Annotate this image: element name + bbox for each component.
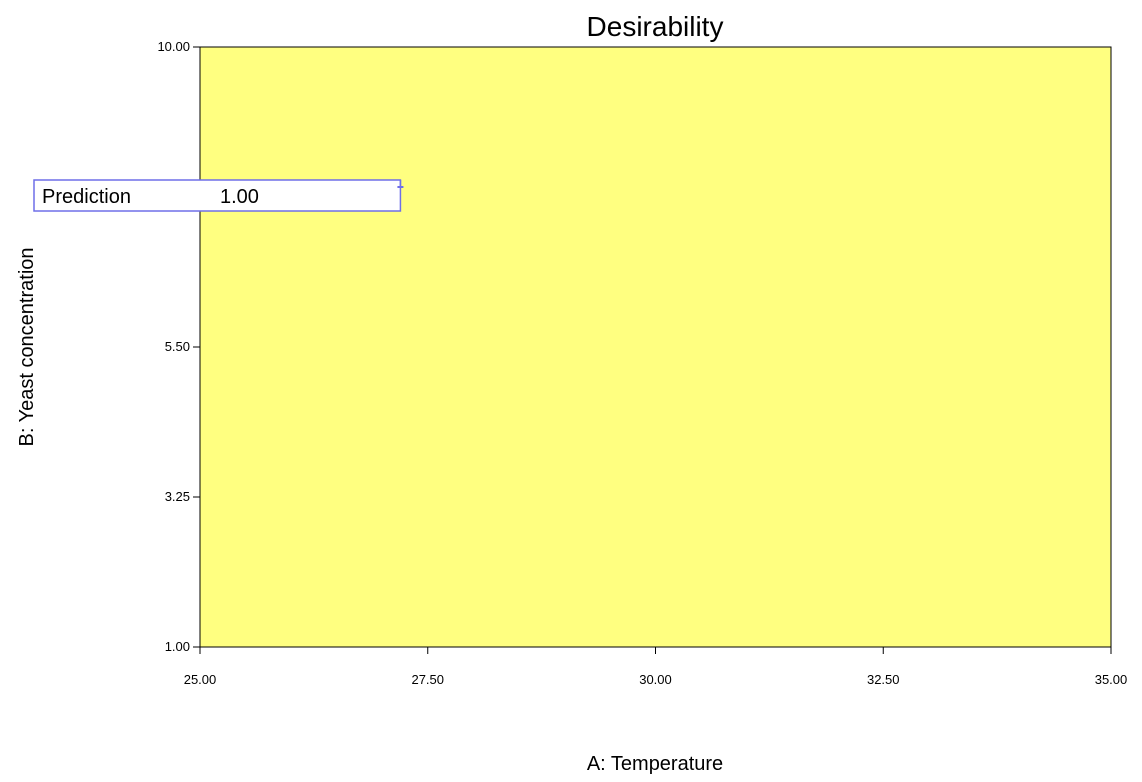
y-tick-label: 1.00 [165, 639, 190, 654]
prediction-label: Prediction [42, 186, 131, 208]
x-tick-label: 30.00 [639, 672, 672, 687]
x-tick-label: 27.50 [411, 672, 444, 687]
plot-area [199, 46, 1112, 648]
y-tick-label: 5.50 [165, 339, 190, 354]
y-tick-label: 3.25 [165, 489, 190, 504]
x-tick-label: 25.00 [184, 672, 217, 687]
x-axis-label: A: Temperature [587, 753, 723, 775]
y-tick-label: 10.00 [157, 39, 190, 54]
chart-title: Desirability [587, 11, 724, 42]
y-axis-ticks: 10.00 5.50 3.25 1.00 [157, 39, 200, 654]
x-tick-label: 35.00 [1095, 672, 1128, 687]
prediction-value: 1.00 [220, 186, 259, 208]
x-axis-ticks: 25.00 27.50 30.00 32.50 35.00 [184, 647, 1128, 687]
prediction-flag[interactable]: Prediction 1.00 [33, 179, 404, 212]
y-axis-label: B: Yeast concentration [16, 247, 38, 446]
x-tick-label: 32.50 [867, 672, 900, 687]
prediction-flag-box [33, 179, 402, 212]
